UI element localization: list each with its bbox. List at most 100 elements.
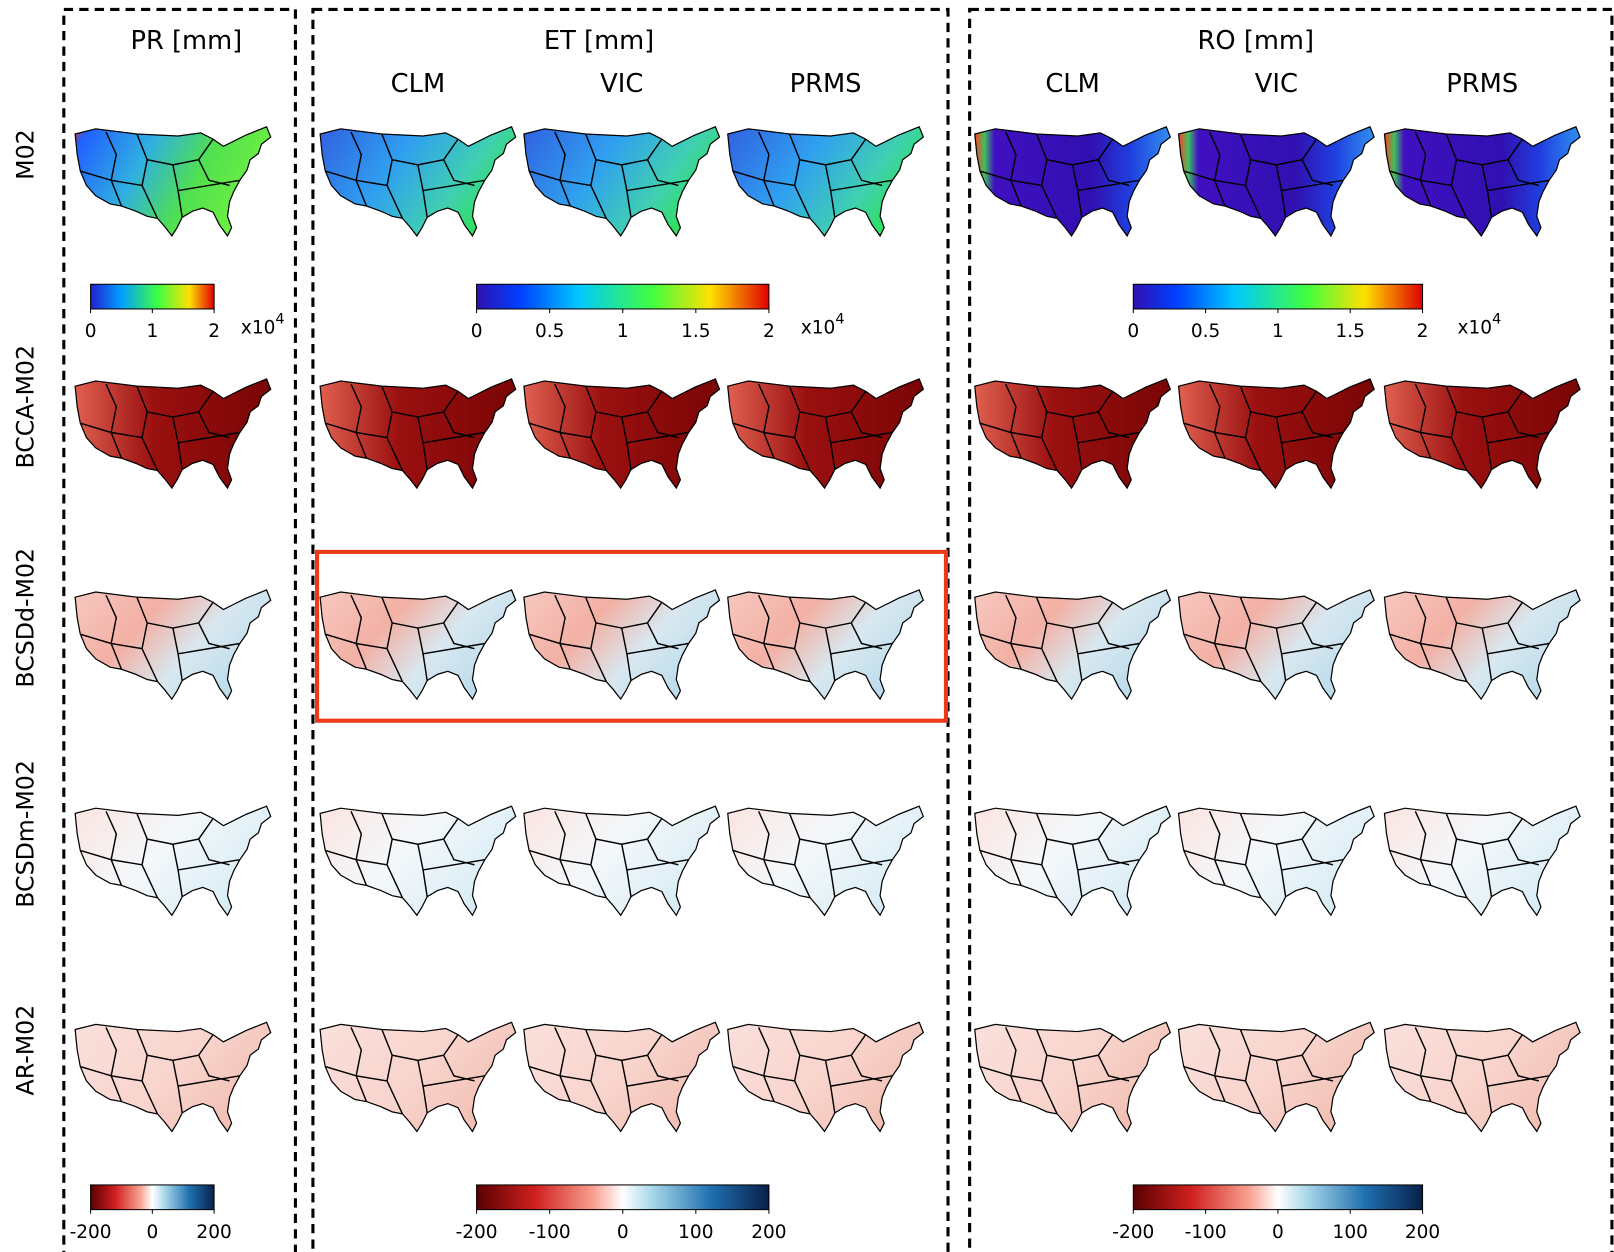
map [727, 125, 925, 238]
map [974, 378, 1172, 490]
basin-boundary [757, 810, 775, 886]
basin-boundary [528, 170, 591, 187]
basin-boundary [1183, 422, 1246, 439]
basin-boundary [1389, 422, 1452, 439]
map-region [727, 125, 925, 238]
basin-boundary [528, 1065, 591, 1082]
colorbar-tick-label: 0 [85, 321, 97, 342]
basin-boundary [1183, 633, 1246, 650]
basin-boundary [422, 1075, 485, 1087]
row-label: BCCA-M02 [11, 345, 39, 469]
basin-boundary [757, 383, 775, 459]
multiplier-base: x10 [801, 317, 836, 338]
map [727, 805, 925, 917]
basin-boundary [979, 422, 1042, 439]
basin-boundary [177, 1075, 240, 1087]
basin-boundary [1005, 1027, 1022, 1102]
colorbar-tick-label: 0.5 [535, 321, 564, 342]
basin-boundary [105, 383, 123, 459]
colorbar [90, 1184, 215, 1211]
map-region [727, 589, 925, 701]
map-region [1177, 589, 1375, 701]
map [1383, 1021, 1581, 1133]
map [319, 1021, 517, 1133]
map [523, 805, 721, 917]
basin-boundary [1389, 633, 1452, 650]
colorbar-tick-label: 2 [208, 321, 220, 342]
map-region [727, 1021, 925, 1133]
basin-boundary [1389, 849, 1452, 866]
basin-boundary [1487, 642, 1550, 655]
map [974, 125, 1172, 238]
basin-boundary [1281, 858, 1344, 871]
colorbar-tick-label: -200 [1112, 1222, 1154, 1243]
column-label: PRMS [790, 69, 862, 99]
map [74, 378, 272, 490]
map-region [1177, 125, 1375, 238]
basin-boundary [1183, 1065, 1246, 1082]
map [974, 805, 1172, 917]
basin-boundary [732, 633, 795, 650]
column-label: PRMS [1446, 69, 1518, 99]
basin-boundary [325, 1065, 388, 1082]
panel-title: PR [mm] [130, 26, 242, 56]
basin-boundary [350, 810, 368, 886]
map-region [74, 805, 272, 917]
basin-boundary [325, 849, 388, 866]
map [1177, 125, 1375, 238]
map [1383, 805, 1581, 917]
row-label: BCSDd-M02 [11, 548, 39, 688]
column-label: CLM [391, 69, 445, 99]
colorbar-tick-label: 200 [751, 1222, 786, 1243]
colorbar-tick-label: -100 [529, 1222, 571, 1243]
map [74, 1021, 272, 1133]
row-label: M02 [11, 129, 39, 180]
basin-boundary [1183, 849, 1246, 866]
map [319, 378, 517, 490]
map-region [974, 125, 1172, 238]
basin-boundary [1183, 170, 1246, 187]
basin-boundary [626, 642, 689, 655]
basin-boundary [1208, 1027, 1226, 1102]
colorbar-tick-label: 1.5 [681, 321, 710, 342]
colorbar-tick-label: -200 [70, 1222, 112, 1243]
multiplier-exponent: 4 [835, 311, 844, 327]
basin-boundary [979, 633, 1042, 650]
basin-boundary [1389, 1065, 1452, 1082]
map [727, 378, 925, 490]
row-label: AR-M02 [11, 1005, 39, 1096]
map [74, 805, 272, 917]
column-label: VIC [1255, 69, 1298, 99]
map [523, 378, 721, 490]
map [319, 805, 517, 917]
map [523, 1021, 721, 1133]
map [1177, 378, 1375, 490]
map-region [1383, 805, 1581, 917]
basin-boundary [626, 431, 689, 444]
basin-boundary [1077, 431, 1140, 444]
basin-boundary [177, 858, 240, 871]
basin-boundary [1281, 1075, 1344, 1087]
map [1177, 589, 1375, 701]
basin-boundary [757, 594, 775, 670]
map-region [523, 589, 721, 701]
basin-boundary [830, 431, 893, 444]
basin-boundary [626, 858, 689, 871]
multiplier-base: x10 [1458, 317, 1493, 338]
basin-boundary [1208, 810, 1226, 886]
basin-boundary [732, 422, 795, 439]
basin-boundary [1005, 810, 1022, 886]
basin-boundary [105, 594, 123, 670]
row-label: BCSDm-M02 [11, 760, 39, 908]
map-region [974, 589, 1172, 701]
map-region [1177, 1021, 1375, 1133]
map-region [74, 378, 272, 490]
map-region [74, 125, 272, 238]
basin-boundary [80, 422, 143, 439]
basin-boundary [554, 131, 571, 207]
map-region [523, 125, 721, 238]
map [1177, 805, 1375, 917]
basin-boundary [350, 594, 368, 670]
map-region [974, 805, 1172, 917]
basin-boundary [626, 179, 689, 192]
